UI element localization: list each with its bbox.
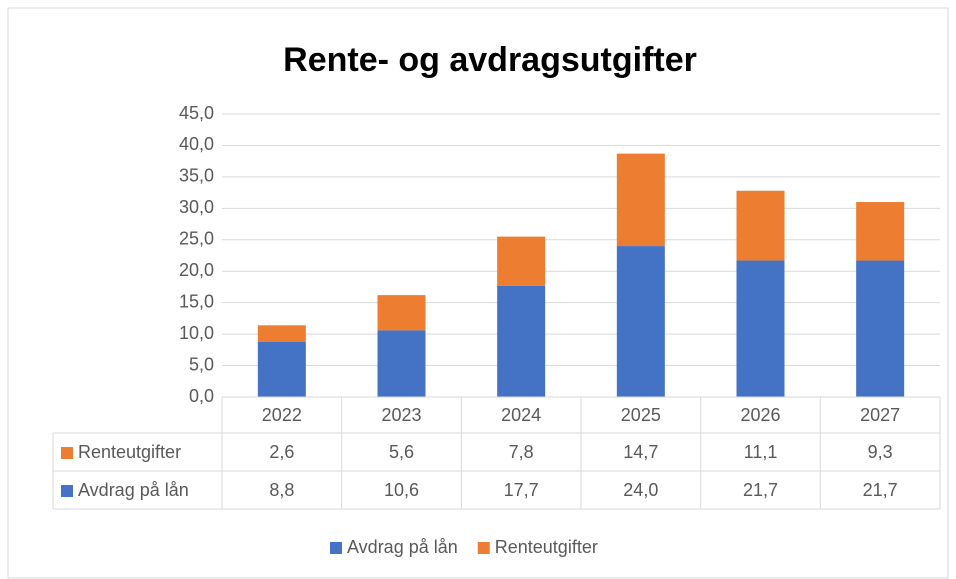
- bar: [616, 246, 665, 397]
- x-tick-label: 2025: [621, 405, 661, 425]
- x-tick-label: 2023: [381, 405, 421, 425]
- y-tick-label: 0,0: [189, 386, 214, 406]
- y-tick-label: 20,0: [179, 260, 214, 280]
- x-tick-label: 2026: [740, 405, 780, 425]
- table-legend-key: [61, 485, 73, 497]
- bar: [856, 202, 905, 261]
- y-tick-label: 30,0: [179, 197, 214, 217]
- legend-label: Renteutgifter: [495, 537, 598, 557]
- table-series-name: Renteutgifter: [78, 442, 181, 462]
- legend-label: Avdrag på lån: [347, 537, 458, 557]
- table-value: 10,6: [384, 480, 419, 500]
- y-tick-label: 10,0: [179, 323, 214, 343]
- chart-border: [7, 7, 949, 579]
- table-legend-key: [61, 447, 73, 459]
- bar: [856, 260, 905, 397]
- x-tick-label: 2022: [262, 405, 302, 425]
- y-tick-label: 5,0: [189, 354, 214, 374]
- y-tick-label: 15,0: [179, 291, 214, 311]
- table-value: 11,1: [744, 442, 778, 462]
- y-tick-label: 25,0: [179, 229, 214, 249]
- table-value: 24,0: [623, 480, 658, 500]
- y-tick-label: 40,0: [179, 134, 214, 154]
- table-value: 14,7: [623, 442, 658, 462]
- chart-title: Rente- og avdragsutgifter: [283, 41, 697, 79]
- legend-key: [330, 542, 342, 554]
- table-series-name: Avdrag på lån: [78, 480, 189, 500]
- table-value: 5,6: [389, 442, 414, 462]
- table-value: 21,7: [863, 480, 898, 500]
- table-value: 7,8: [509, 442, 534, 462]
- bar: [257, 341, 306, 397]
- bar: [497, 236, 546, 286]
- y-tick-label: 45,0: [179, 103, 214, 123]
- bar: [736, 190, 785, 261]
- bar: [377, 330, 426, 397]
- bar: [257, 325, 306, 342]
- table-value: 2,6: [269, 442, 294, 462]
- y-tick-label: 35,0: [179, 166, 214, 186]
- bar: [616, 153, 665, 247]
- table-value: 17,7: [504, 480, 539, 500]
- bar: [736, 260, 785, 397]
- table-value: 21,7: [743, 480, 778, 500]
- bar: [497, 285, 546, 397]
- x-tick-label: 2027: [860, 405, 900, 425]
- x-tick-label: 2024: [501, 405, 541, 425]
- bar: [377, 295, 426, 331]
- table-value: 9,3: [868, 442, 893, 462]
- legend-key: [477, 542, 490, 554]
- table-value: 8,8: [269, 480, 294, 500]
